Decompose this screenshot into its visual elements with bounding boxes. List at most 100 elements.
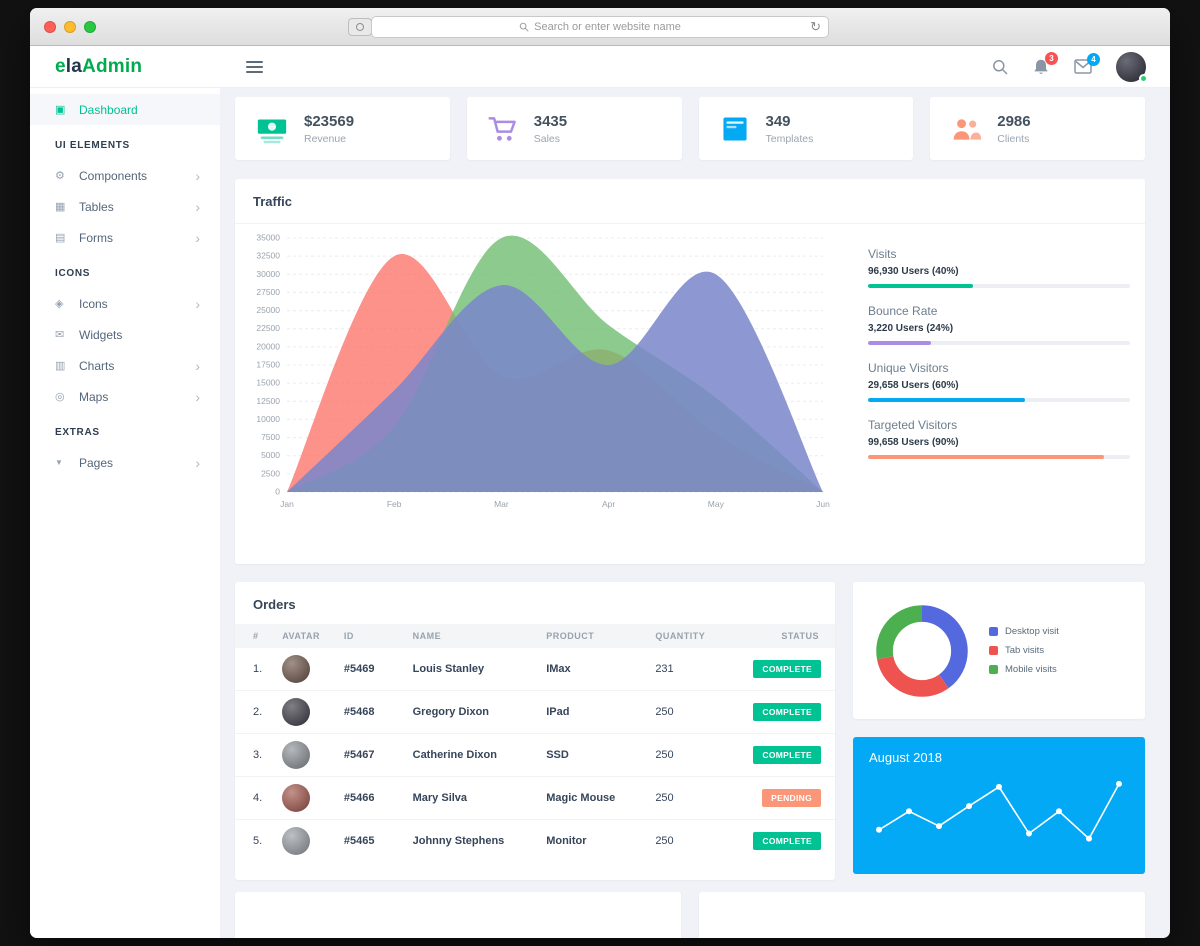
sidebar-item-label: Components: [79, 168, 148, 183]
notifications-button[interactable]: 3: [1032, 51, 1058, 76]
metric-title: Visits: [868, 247, 897, 261]
column-header: STATUS: [743, 624, 835, 648]
order-id: #5466: [333, 776, 403, 820]
partial-card-left: [235, 892, 681, 938]
address-bar[interactable]: Search or enter website name ↻: [371, 16, 829, 38]
sidebar-item-widgets[interactable]: ✉ Widgets: [30, 319, 220, 350]
visits-donut-chart: [876, 604, 968, 697]
metric-detail: 3,220 Users (24%): [868, 323, 954, 334]
chevron-right-icon: ›: [195, 357, 200, 374]
main-content: $23569 Revenue 3435 Sales: [220, 88, 1170, 938]
maps-icon: ◎: [55, 391, 65, 403]
quantity: 250: [645, 776, 744, 820]
sidebar-item-icons[interactable]: ◈ Icons ›: [30, 288, 220, 319]
svg-text:Mar: Mar: [494, 499, 509, 509]
legend-label: Desktop visit: [1005, 626, 1059, 637]
traffic-metrics: Visits 96,930 Users (40%) Bounce Rate 3,…: [835, 228, 1130, 524]
sidebar-toggle-button[interactable]: [246, 58, 263, 76]
zoom-window-button[interactable]: [84, 20, 96, 33]
stat-value: 349: [765, 112, 791, 130]
bell-icon: [1034, 59, 1048, 74]
sidebar-item-label: Widgets: [79, 327, 123, 342]
stats-row: $23569 Revenue 3435 Sales: [235, 97, 1145, 160]
search-icon: [993, 59, 1008, 74]
status-badge: COMPLETE: [753, 746, 821, 764]
column-header: AVATAR: [272, 624, 334, 648]
privacy-shield-button[interactable]: [348, 18, 372, 36]
svg-text:Apr: Apr: [602, 499, 615, 509]
logo-la: la: [65, 55, 83, 77]
sidebar-item-tables[interactable]: ▦ Tables ›: [30, 191, 220, 222]
sidebar-item-forms[interactable]: ▤ Forms ›: [30, 222, 220, 253]
status-badge: COMPLETE: [753, 832, 821, 850]
sidebar-item-dashboard[interactable]: ▣ Dashboard: [30, 94, 220, 125]
legend-label: Mobile visits: [1005, 664, 1057, 675]
svg-text:15000: 15000: [256, 378, 280, 388]
metric-detail: 29,658 Users (60%): [868, 380, 959, 391]
order-id: #5465: [343, 835, 375, 847]
svg-text:10000: 10000: [256, 414, 280, 424]
reload-icon[interactable]: ↻: [810, 19, 821, 34]
status-badge: COMPLETE: [753, 660, 821, 678]
app-logo[interactable]: elaAdmin: [30, 56, 220, 78]
sidebar-item-label: Charts: [79, 358, 115, 373]
metric-targeted-visitors: Targeted Visitors 99,658 Users (90%): [868, 418, 1130, 459]
stat-label: Clients: [997, 132, 1030, 145]
visits-donut-card: Desktop visit Tab visits Mobile visits: [853, 582, 1145, 719]
money-icon: [255, 112, 289, 146]
sidebar-item-charts[interactable]: ▥ Charts ›: [30, 350, 220, 381]
right-column: Desktop visit Tab visits Mobile visits: [853, 582, 1145, 880]
metric-detail: 96,930 Users (40%): [868, 266, 959, 277]
product: SSD: [536, 733, 646, 777]
message-badge: 4: [1087, 53, 1100, 66]
legend-swatch: [989, 646, 998, 655]
svg-text:2500: 2500: [261, 468, 280, 478]
svg-text:May: May: [708, 499, 725, 509]
sidebar-item-pages[interactable]: ▼ Pages ›: [30, 447, 220, 478]
sidebar-item-components[interactable]: ⚙ Components ›: [30, 160, 220, 191]
quantity: 250: [655, 835, 674, 847]
product: Monitor: [546, 835, 587, 847]
user-avatar[interactable]: [1116, 51, 1148, 83]
column-header: ID: [333, 624, 403, 648]
order-id: #5468: [333, 690, 403, 734]
donut-legend: Desktop visit Tab visits Mobile visits: [989, 626, 1059, 675]
close-window-button[interactable]: [44, 20, 56, 33]
stat-value: 3435: [533, 112, 568, 130]
svg-text:7500: 7500: [261, 432, 280, 442]
messages-button[interactable]: 4: [1074, 53, 1100, 74]
metric-title: Targeted Visitors: [868, 418, 958, 432]
column-header: #: [235, 624, 273, 648]
sidebar-item-label: Tables: [79, 199, 114, 214]
avatar: [282, 655, 311, 683]
stat-label: Sales: [533, 132, 561, 145]
svg-text:Jan: Jan: [280, 499, 294, 509]
logo-admin: Admin: [82, 55, 143, 77]
status-badge: COMPLETE: [753, 703, 821, 721]
sidebar-section-extras: EXTRAS: [55, 427, 100, 438]
sidebar: ▣ Dashboard UI ELEMENTS ⚙ Components › ▦…: [30, 88, 220, 938]
minimize-window-button[interactable]: [64, 20, 76, 33]
customer-name: Mary Silva: [402, 776, 537, 820]
toolbar-center: Search or enter website name ↻: [30, 8, 1170, 46]
header-search-button[interactable]: [992, 59, 1008, 75]
table-row[interactable]: 4. #5466 Mary Silva Magic Mouse 250 PEND…: [235, 776, 835, 820]
avatar: [282, 784, 311, 812]
logo-e: e: [55, 55, 66, 77]
traffic-area-chart: 0 2500 5000 7500 10000 12500 15000 17500 20000 22…: [256, 233, 830, 510]
orders-card: Orders # AVATAR ID NAME PRODUCT QUANTITY…: [235, 582, 835, 880]
table-row[interactable]: 1. #5469 Louis Stanley IMax 231 COMPLETE: [235, 648, 835, 691]
customer-name: Gregory Dixon: [402, 690, 537, 734]
window-controls: [44, 20, 96, 33]
row-number: 4.: [235, 776, 273, 820]
browser-window: Search or enter website name ↻ elaAdmin: [30, 8, 1170, 938]
sidebar-item-maps[interactable]: ◎ Maps ›: [30, 381, 220, 412]
sidebar-item-label: Forms: [79, 230, 113, 245]
chevron-right-icon: ›: [195, 388, 200, 405]
table-row[interactable]: 5. #5465 Johnny Stephens Monitor 250 COM…: [235, 820, 835, 863]
app-header: elaAdmin 3 4: [30, 46, 1170, 88]
table-row[interactable]: 3. #5467 Catherine Dixon SSD 250 COMPLET…: [235, 733, 835, 777]
svg-text:27500: 27500: [256, 287, 280, 297]
svg-text:0: 0: [275, 487, 280, 497]
table-row[interactable]: 2. #5468 Gregory Dixon IPad 250 COMPLETE: [235, 690, 835, 734]
